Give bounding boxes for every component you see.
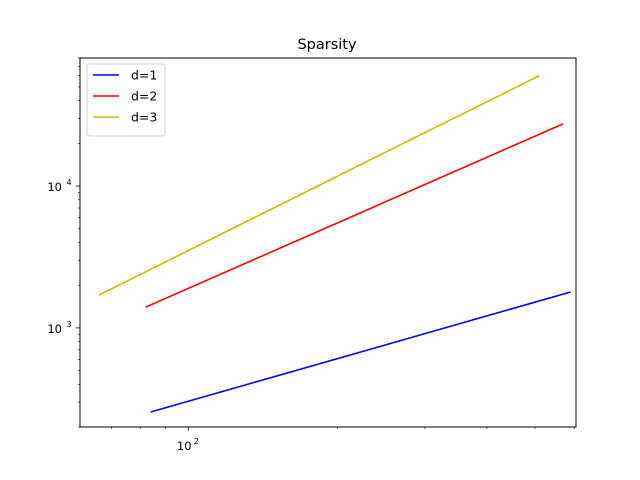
legend-label: d=2 — [131, 89, 157, 104]
y-tick-exponent: 3 — [66, 320, 71, 329]
y-tick-label: 10 — [47, 180, 62, 194]
legend-label: d=3 — [131, 110, 157, 125]
series-layer — [98, 74, 571, 413]
axes-frame — [79, 57, 577, 428]
series-line-d1 — [150, 291, 571, 413]
legend: d=1 d=2 d=3 — [86, 63, 166, 137]
x-tick-exponent: 2 — [194, 437, 199, 446]
series-line-d2 — [145, 123, 564, 308]
series-line-d3 — [98, 74, 540, 296]
y-tick-exponent: 4 — [66, 178, 71, 187]
legend-label: d=1 — [131, 68, 157, 83]
y-tick-label: 10 — [47, 322, 62, 336]
chart-title: Sparsity — [297, 37, 357, 53]
x-tick-label: 10 — [177, 439, 192, 453]
legend-box — [86, 63, 166, 137]
